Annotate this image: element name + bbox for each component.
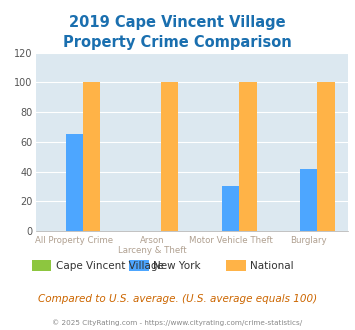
Bar — [300, 169, 317, 231]
Bar — [317, 82, 335, 231]
Bar — [161, 82, 179, 231]
Text: Larceny & Theft: Larceny & Theft — [118, 246, 187, 255]
Text: © 2025 CityRating.com - https://www.cityrating.com/crime-statistics/: © 2025 CityRating.com - https://www.city… — [53, 319, 302, 326]
Text: Cape Vincent Village: Cape Vincent Village — [56, 261, 164, 271]
Bar — [239, 82, 257, 231]
Text: Motor Vehicle Theft: Motor Vehicle Theft — [189, 236, 273, 245]
Text: 2019 Cape Vincent Village
Property Crime Comparison: 2019 Cape Vincent Village Property Crime… — [63, 15, 292, 50]
Text: Burglary: Burglary — [290, 236, 327, 245]
Bar — [83, 82, 100, 231]
Text: National: National — [250, 261, 294, 271]
Text: Compared to U.S. average. (U.S. average equals 100): Compared to U.S. average. (U.S. average … — [38, 294, 317, 304]
Text: Arson: Arson — [140, 236, 165, 245]
Text: All Property Crime: All Property Crime — [36, 236, 114, 245]
Bar — [66, 134, 83, 231]
Text: New York: New York — [153, 261, 200, 271]
Bar — [222, 186, 239, 231]
